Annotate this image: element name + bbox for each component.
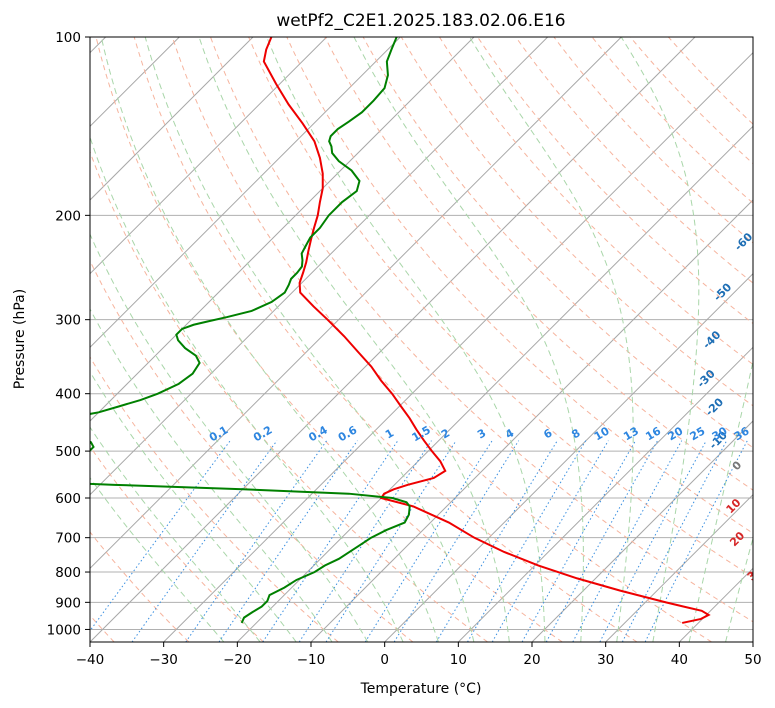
y-axis-label: Pressure (hPa) — [12, 289, 28, 389]
moist-adiabat-line — [353, 37, 584, 642]
isotherm-line — [90, 37, 401, 349]
y-tick-label: 500 — [55, 444, 81, 460]
mixing-ratio-line — [262, 440, 399, 642]
mixing-ratio-line — [467, 440, 587, 642]
x-tick-label: 50 — [744, 652, 761, 668]
mixing-ratio-line — [185, 440, 328, 642]
x-axis-label: Temperature (°C) — [360, 681, 482, 697]
moist-adiabat-line — [90, 426, 261, 642]
plot-frame — [89, 36, 754, 643]
mixing-ratio-line — [521, 440, 637, 642]
dry-adiabat-line — [95, 37, 563, 642]
x-tick-label: 20 — [523, 652, 540, 668]
dry-adiabat-line — [286, 37, 753, 534]
isotherm-line — [90, 37, 254, 201]
moist-adiabat-line — [90, 233, 369, 642]
y-tick-label: 100 — [55, 30, 81, 46]
dry-adiabat-line — [90, 531, 190, 642]
y-tick-label: 300 — [55, 313, 81, 329]
dry-adiabat-line — [515, 37, 753, 284]
dry-adiabat-line — [248, 37, 753, 578]
dry-adiabat-line — [90, 445, 264, 642]
isotherm-line — [605, 493, 753, 642]
dry-adiabat-line — [210, 37, 753, 623]
y-tick-label: 800 — [55, 565, 81, 581]
moist-adiabat-line — [688, 358, 753, 642]
y-tick-label: 200 — [55, 208, 81, 224]
moist-adiabat-line — [90, 308, 333, 642]
isotherm-line — [163, 51, 753, 642]
y-tick-label: 700 — [55, 531, 81, 547]
y-tick-label: 600 — [55, 491, 81, 507]
mixing-ratio-line — [325, 440, 457, 642]
x-tick-label: 30 — [597, 652, 614, 668]
moist-adiabat-line — [90, 476, 225, 642]
x-tick-label: −30 — [149, 652, 178, 668]
dry-adiabat-line — [439, 37, 753, 366]
moist-adiabat-line — [100, 37, 439, 642]
isotherm-line — [384, 272, 753, 642]
moist-adiabat-line — [725, 536, 753, 642]
y-tick-label: 900 — [55, 595, 81, 611]
y-tick-label: 400 — [55, 387, 81, 403]
x-tick-label: 10 — [450, 652, 467, 668]
isotherm-line — [90, 37, 549, 496]
mixing-ratio-line — [545, 440, 659, 642]
axes: −40 −30 −20 −10 0 10 20 30 40 50 100 200 300 400 500 60… — [47, 30, 762, 668]
isotherm-line — [90, 37, 696, 642]
y-tick-label: 1000 — [47, 622, 81, 638]
dry-adiabat-label: 30 — [745, 563, 765, 583]
plot-area: -100-90-80-70-60-50-40-30-20-10010203040… — [90, 37, 772, 642]
mixing-ratio-line — [131, 440, 278, 642]
x-tick-label: −20 — [223, 652, 252, 668]
mixing-ratio-line — [435, 440, 558, 642]
isotherm-line — [90, 37, 622, 570]
moist-adiabat-line — [144, 37, 475, 642]
temperature-profile-line — [262, 37, 711, 624]
dry-adiabat-line — [90, 150, 488, 642]
x-tick-label: −40 — [76, 652, 105, 668]
dry-adiabat-line — [90, 259, 414, 642]
mixing-ratio-line — [572, 440, 683, 642]
dry-adiabat-line — [400, 37, 753, 407]
moist-adiabat-line — [266, 37, 546, 642]
isotherm-line — [236, 125, 753, 642]
isotherm-line — [531, 420, 753, 642]
moist-adiabat-line — [198, 37, 510, 642]
isotherm-line — [90, 37, 475, 422]
isotherm-line — [90, 37, 328, 275]
x-tick-label: 0 — [380, 652, 389, 668]
mixing-ratio-line — [218, 440, 358, 642]
dry-adiabat-label: -70 — [749, 180, 772, 203]
dewpoint-profile-line — [90, 37, 411, 624]
x-tick-label: 40 — [671, 652, 688, 668]
moist-adiabat-line — [90, 135, 404, 642]
moist-adiabat-line — [90, 370, 297, 642]
mixing-ratio-line — [364, 440, 493, 642]
x-tick-label: −10 — [297, 652, 326, 668]
isotherm-line — [457, 346, 753, 642]
dry-adiabat-line — [133, 37, 638, 642]
mixing-ratio-line — [393, 440, 520, 642]
chart-title: wetPf2_C2E1.2025.183.02.06.E16 — [276, 11, 565, 31]
mixing-ratio-line — [644, 440, 748, 642]
